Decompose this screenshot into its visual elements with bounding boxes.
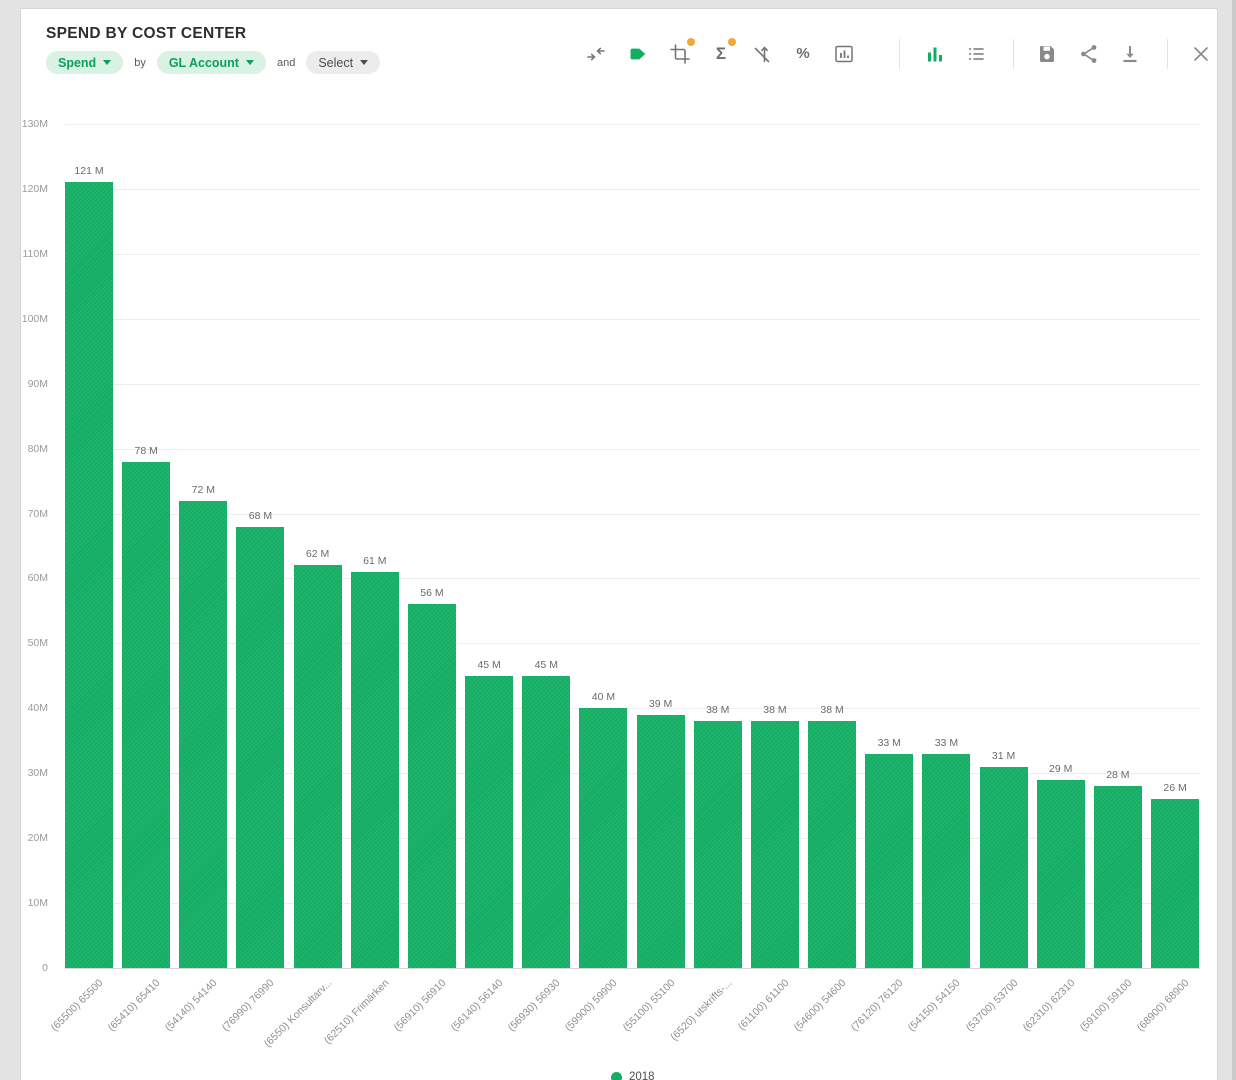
share-icon: [1077, 42, 1101, 66]
bar[interactable]: [751, 721, 799, 968]
bar[interactable]: [922, 754, 970, 968]
download-button[interactable]: [1116, 40, 1144, 68]
tag-icon: [626, 42, 650, 66]
bar[interactable]: [408, 604, 456, 968]
trend-off-button[interactable]: [748, 40, 776, 68]
page-title: SPEND BY COST CENTER: [46, 25, 246, 43]
chart-controls: Spend by GL Account and Select: [46, 51, 380, 74]
crop-button[interactable]: [666, 40, 694, 68]
share-button[interactable]: [1075, 40, 1103, 68]
bar[interactable]: [865, 754, 913, 968]
bar[interactable]: [65, 182, 113, 968]
bar[interactable]: [694, 721, 742, 968]
chevron-down-icon: [360, 60, 368, 65]
list-view-icon: [964, 42, 988, 66]
toolbar-divider: [1167, 39, 1168, 69]
chart-box-button[interactable]: [830, 40, 858, 68]
download-icon: [1118, 42, 1142, 66]
bar[interactable]: [465, 676, 513, 968]
merge-arrows-button[interactable]: [582, 40, 610, 68]
bar[interactable]: [1094, 786, 1142, 968]
percent-icon: %: [791, 42, 815, 66]
bar[interactable]: [637, 715, 685, 968]
chevron-down-icon: [246, 60, 254, 65]
bar[interactable]: [522, 676, 570, 968]
tag-button[interactable]: [624, 40, 652, 68]
percent-button[interactable]: %: [789, 40, 817, 68]
close-icon: [1189, 42, 1213, 66]
measure-dropdown[interactable]: Spend: [46, 51, 123, 74]
merge-arrows-icon: [584, 42, 608, 66]
list-view-button[interactable]: [962, 40, 990, 68]
bar[interactable]: [808, 721, 856, 968]
secondary-dimension-dropdown[interactable]: Select: [306, 51, 380, 74]
dimension-dropdown[interactable]: GL Account: [157, 51, 266, 74]
legend-label: 2018: [629, 1071, 655, 1080]
bar[interactable]: [1151, 799, 1199, 968]
window-edge: [1232, 0, 1236, 1080]
and-label: and: [277, 57, 295, 69]
by-label: by: [134, 57, 146, 69]
chevron-down-icon: [103, 60, 111, 65]
bar[interactable]: [122, 462, 170, 968]
chart-box-icon: [832, 42, 856, 66]
bar-chart-view-button[interactable]: [921, 40, 949, 68]
toolbar-divider: [1013, 39, 1014, 69]
bar[interactable]: [351, 572, 399, 968]
bar[interactable]: [980, 767, 1028, 968]
notification-badge: [687, 38, 695, 46]
save-button[interactable]: [1033, 40, 1061, 68]
measure-dropdown-label: Spend: [58, 56, 96, 70]
save-icon: [1035, 42, 1059, 66]
trend-off-icon: [750, 42, 774, 66]
toolbar-divider: [899, 39, 900, 69]
bar[interactable]: [179, 501, 227, 968]
notification-badge: [728, 38, 736, 46]
close-button[interactable]: [1187, 40, 1215, 68]
dimension-dropdown-label: GL Account: [169, 56, 239, 70]
spend-analysis-window: SPEND BY COST CENTER Spend by GL Account…: [0, 0, 1236, 1080]
bar[interactable]: [236, 527, 284, 968]
bar[interactable]: [579, 708, 627, 968]
secondary-dimension-dropdown-label: Select: [318, 56, 353, 70]
legend-item-2018[interactable]: 2018: [611, 1071, 655, 1080]
legend-swatch-icon: [611, 1072, 622, 1080]
bar[interactable]: [1037, 780, 1085, 968]
sigma-button[interactable]: Σ: [707, 40, 735, 68]
bar-chart-icon: [923, 42, 947, 66]
bar[interactable]: [294, 565, 342, 968]
